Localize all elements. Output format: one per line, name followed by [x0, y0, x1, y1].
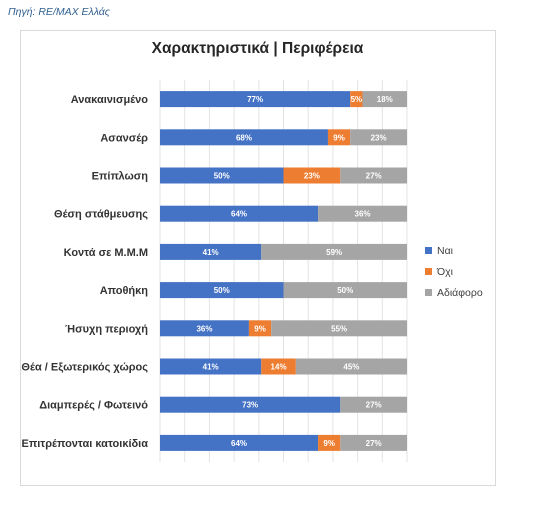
data-label: 36% — [196, 324, 212, 333]
chart-title: Χαρακτηριστικά | Περιφέρεια — [151, 40, 364, 57]
bar-segment — [318, 434, 341, 451]
category-label: Κοντά σε Μ.Μ.Μ — [64, 247, 148, 259]
data-label: 41% — [203, 248, 219, 257]
bar-segment — [362, 91, 407, 108]
bar-segment — [160, 243, 262, 260]
bar-segment — [261, 243, 407, 260]
data-label: 9% — [333, 133, 345, 142]
data-label: 27% — [366, 172, 382, 181]
data-label: 77% — [247, 95, 263, 104]
bar-segment — [160, 91, 351, 108]
bar-segment — [271, 320, 407, 337]
bar-segment — [160, 129, 328, 146]
bar-segment — [350, 91, 363, 108]
data-label: 73% — [242, 401, 258, 410]
data-label: 27% — [366, 401, 382, 410]
bar-segment — [340, 434, 407, 451]
bar-segment — [160, 205, 319, 222]
data-label: 55% — [331, 324, 347, 333]
bar-segment — [350, 129, 407, 146]
bar-segment — [318, 205, 407, 222]
data-label: 14% — [271, 363, 287, 372]
category-label: Ανακαινισμένο — [71, 94, 149, 106]
bar-segment — [283, 167, 341, 184]
bar-segment — [327, 129, 351, 146]
data-label: 36% — [355, 210, 371, 219]
data-label: 68% — [236, 133, 252, 142]
data-label: 5% — [351, 95, 363, 104]
data-label: 18% — [377, 95, 393, 104]
bar-segment — [160, 396, 341, 413]
category-label: Ήσυχη περιοχή — [65, 323, 148, 335]
legend-label: Όχι — [436, 266, 454, 278]
bar-segment — [160, 167, 284, 184]
bar-segment — [160, 320, 249, 337]
category-label: Θέα / Εξωτερικός χώρος — [21, 362, 148, 374]
data-label: 50% — [214, 286, 230, 295]
legend-swatch — [425, 247, 432, 254]
bar-segment — [283, 282, 407, 299]
data-label: 64% — [231, 439, 247, 448]
category-label: Αποθήκη — [100, 285, 149, 297]
bar-segment — [248, 320, 272, 337]
data-label: 23% — [304, 172, 320, 181]
category-label: Ασανσέρ — [100, 132, 148, 144]
legend-swatch — [425, 289, 432, 296]
category-label: Επιτρέπονται κατοικίδια — [21, 438, 148, 450]
data-label: 23% — [371, 133, 387, 142]
data-label: 64% — [231, 210, 247, 219]
category-label: Θέση στάθμευσης — [54, 209, 148, 221]
bar-segment — [295, 358, 407, 375]
data-label: 45% — [343, 363, 359, 372]
bar-segment — [340, 167, 407, 184]
data-label: 41% — [203, 363, 219, 372]
bar-segment — [340, 396, 407, 413]
legend-label: Ναι — [437, 245, 454, 257]
source-note: Πηγή: RE/MAX Ελλάς — [8, 6, 110, 18]
category-label: Επίπλωση — [92, 171, 149, 183]
data-label: 50% — [214, 172, 230, 181]
category-label: Διαμπερές / Φωτεινό — [39, 400, 148, 412]
data-label: 50% — [337, 286, 353, 295]
data-label: 27% — [366, 439, 382, 448]
legend-swatch — [425, 268, 432, 275]
data-label: 9% — [323, 439, 335, 448]
data-label: 59% — [326, 248, 342, 257]
bar-segment — [160, 282, 284, 299]
data-label: 9% — [254, 324, 266, 333]
bar-segment — [261, 358, 296, 375]
bar-segment — [160, 358, 262, 375]
legend-label: Αδιάφορο — [437, 287, 483, 299]
bar-segment — [160, 434, 319, 451]
